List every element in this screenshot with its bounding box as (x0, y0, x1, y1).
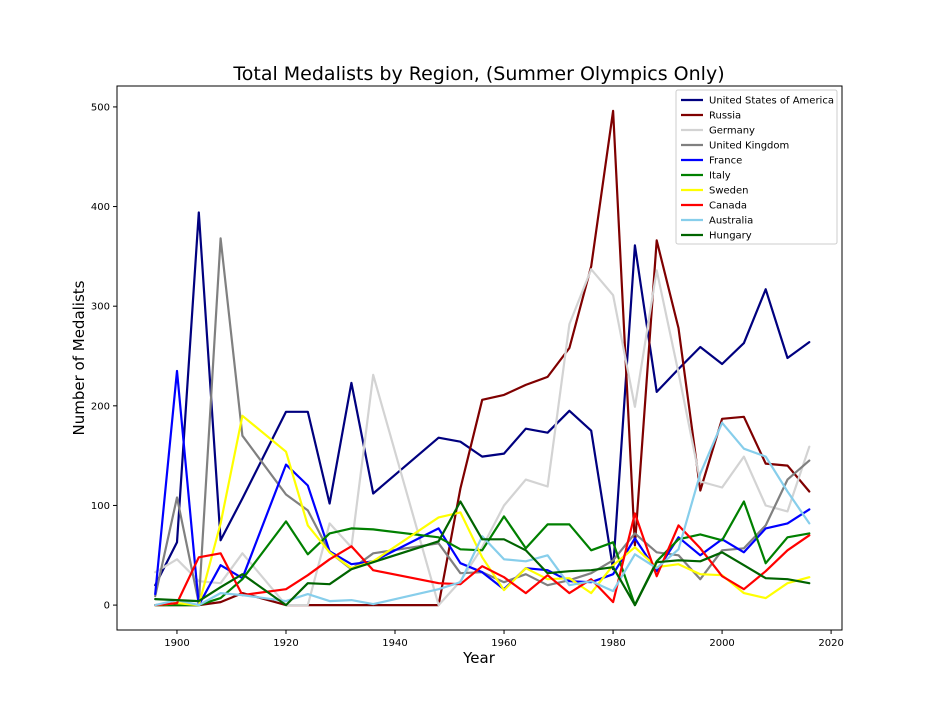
y-tick-label: 300 (91, 302, 110, 313)
y-axis-label: Number of Medalists (70, 280, 88, 435)
x-tick-label: 2020 (818, 638, 843, 649)
legend-items: United States of America Russia Germany Uni… (681, 96, 834, 242)
x-axis-label: Year (462, 649, 496, 667)
x-tick-label: 1960 (491, 638, 516, 649)
legend-label: Australia (709, 216, 753, 227)
series-line-9 (154, 500, 811, 607)
legend-label: France (709, 156, 742, 167)
legend-label: Italy (709, 171, 731, 182)
x-tick-label: 1980 (600, 638, 625, 649)
series-line-5 (154, 500, 811, 607)
y-tick-label: 0 (104, 601, 110, 612)
x-tick-label: 1900 (164, 638, 189, 649)
series-line-2 (154, 268, 811, 607)
legend: United States of America Russia Germany Uni… (675, 89, 838, 245)
y-tick-label: 400 (91, 202, 110, 213)
legend-label: Canada (709, 201, 747, 212)
series-line-7 (154, 512, 811, 607)
series-line-0 (154, 211, 811, 587)
legend-label: Hungary (709, 231, 752, 242)
legend-label: United States of America (709, 96, 834, 107)
series-line-8 (154, 421, 811, 607)
legend-label: Sweden (709, 186, 749, 197)
series-lines (154, 109, 811, 607)
y-tick-label: 500 (91, 102, 110, 113)
x-tick-label: 1940 (382, 638, 407, 649)
series-line-4 (154, 369, 811, 607)
legend-label: United Kingdom (709, 141, 789, 152)
x-tick-label: 1920 (273, 638, 298, 649)
chart-title: Total Medalists by Region, (Summer Olymp… (232, 63, 724, 85)
y-axis-ticks: 0 100 200 300 400 500 (91, 102, 117, 612)
x-tick-label: 2000 (709, 638, 734, 649)
x-axis-ticks: 1900 1920 1940 1960 1980 2000 2020 (164, 630, 844, 649)
legend-label: Russia (709, 111, 741, 122)
y-tick-label: 100 (91, 501, 110, 512)
y-tick-label: 200 (91, 401, 110, 412)
plot-area (116, 85, 843, 631)
series-line-6 (154, 414, 811, 607)
legend-label: Germany (709, 126, 755, 137)
legend-box (675, 89, 838, 245)
